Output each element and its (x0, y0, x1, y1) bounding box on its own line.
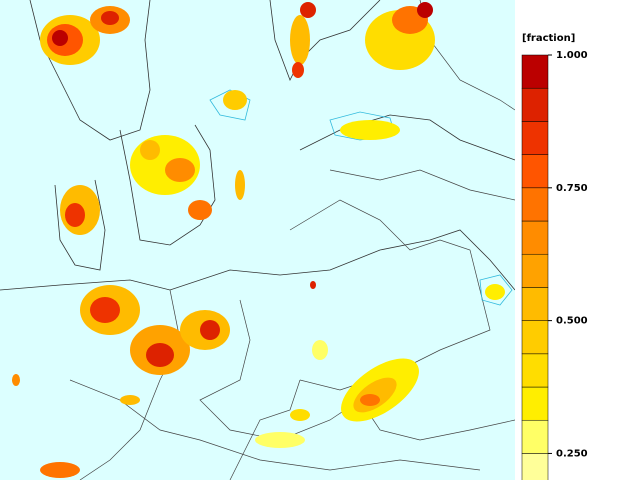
colorbar-segment (521, 187, 549, 222)
colorbar-segment (521, 353, 549, 388)
colorbar-tick-label: 0.750 (556, 183, 588, 194)
country-border (69, 379, 481, 471)
coastline (119, 124, 216, 246)
coastline (54, 179, 106, 271)
colorbar-segment (521, 386, 549, 421)
map-background (0, 0, 515, 480)
colorbar-segment (521, 419, 549, 454)
shoreline (479, 274, 513, 306)
colorbar: [fraction] 1.000 0.750 0.500 0.250 (515, 0, 640, 480)
coastline (299, 114, 516, 161)
country-border (329, 169, 516, 201)
colorbar-segment (521, 453, 549, 480)
colorbar-segment (521, 87, 549, 122)
colorbar-tick-label: 0.500 (556, 316, 588, 327)
coastline (0, 229, 516, 291)
map (0, 0, 516, 480)
colorbar-segment (521, 287, 549, 321)
field-patches (12, 2, 505, 478)
colorbar-segment (521, 320, 549, 355)
colorbar-segment (521, 253, 549, 288)
colorbar-segment (521, 154, 549, 189)
colorbar-segment (521, 220, 549, 255)
colorbar-segment (521, 54, 549, 89)
colorbar-tick-label: 0.250 (556, 448, 588, 459)
colorbar-label: [fraction] (522, 33, 575, 44)
shoreline (209, 89, 251, 121)
colorbar-tick-label: 1.000 (556, 50, 588, 61)
country-border (229, 379, 301, 480)
colorbar-segment (521, 121, 549, 155)
country-border (199, 299, 516, 441)
